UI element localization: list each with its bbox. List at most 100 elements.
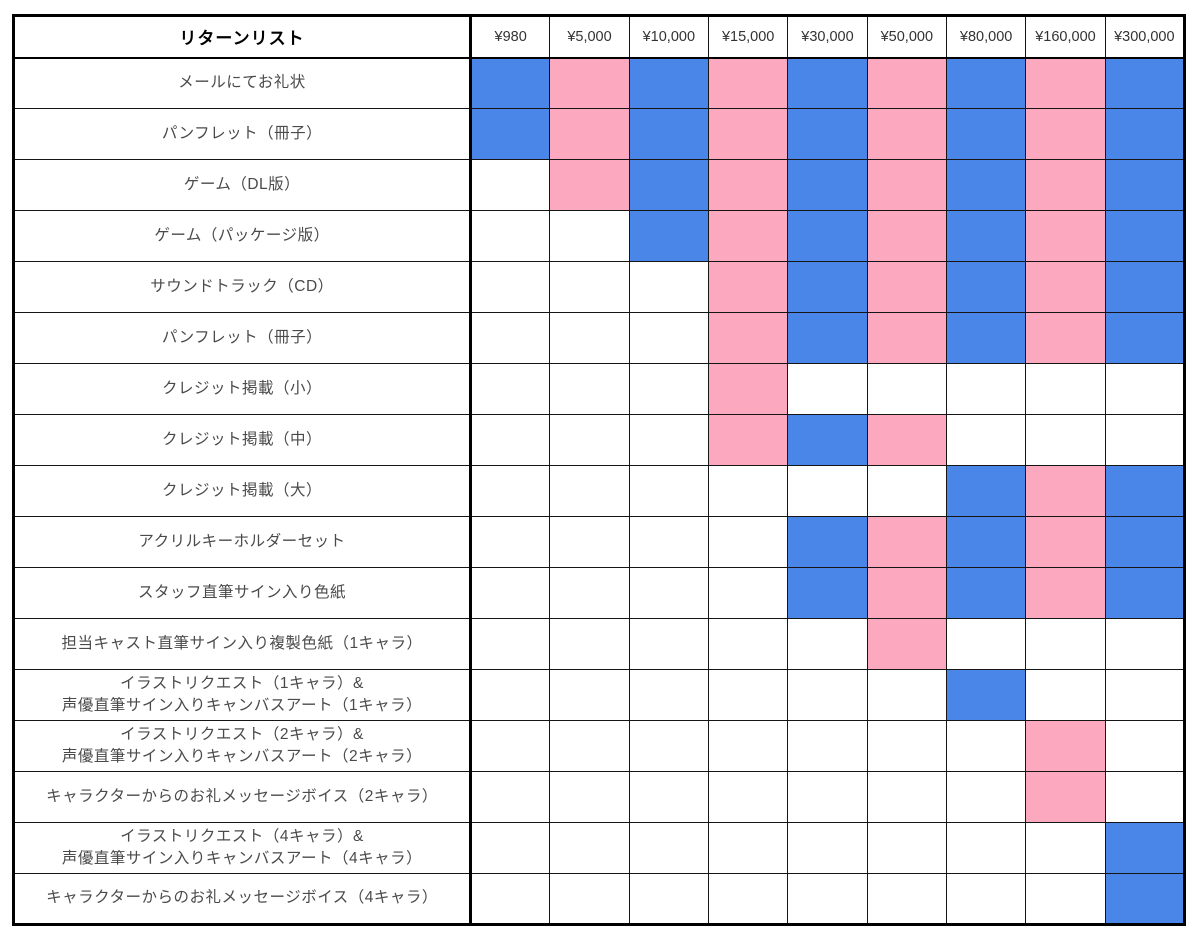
tier-header: ¥15,000 (707, 15, 789, 58)
reward-cell-blue (628, 108, 709, 160)
reward-cell-empty (549, 822, 630, 874)
table-row: メールにてお礼状 (13, 57, 1186, 109)
reward-cell-empty (945, 873, 1027, 925)
reward-cell-empty (707, 567, 789, 619)
reward-cell-blue (1104, 516, 1186, 568)
tier-header: ¥980 (469, 15, 551, 58)
reward-cell-empty (469, 465, 551, 517)
table-row: アクリルキーホルダーセット (13, 516, 1186, 568)
reward-cell-empty (469, 261, 551, 313)
reward-cell-empty (549, 414, 630, 466)
reward-cell-empty (707, 516, 789, 568)
reward-cell-empty (549, 618, 630, 670)
reward-cell-empty (866, 363, 947, 415)
reward-cell-empty (707, 618, 789, 670)
reward-label: パンフレット（冊子） (13, 108, 472, 160)
reward-cell-empty (549, 363, 630, 415)
reward-cell-blue (945, 516, 1027, 568)
reward-cell-empty (707, 822, 789, 874)
reward-cell-blue (628, 159, 709, 211)
reward-cell-pink (707, 414, 789, 466)
reward-cell-empty (945, 720, 1027, 772)
reward-cell-empty (469, 210, 551, 262)
reward-cell-empty (628, 873, 709, 925)
reward-cell-blue (1104, 873, 1186, 925)
reward-cell-empty (787, 618, 868, 670)
reward-cell-empty (945, 414, 1027, 466)
reward-cell-blue (945, 567, 1027, 619)
reward-cell-pink (1025, 516, 1106, 568)
reward-cell-blue (1104, 57, 1186, 109)
table-row: クレジット掲載（大） (13, 465, 1186, 517)
reward-cell-empty (866, 822, 947, 874)
reward-cell-blue (628, 57, 709, 109)
reward-label: スタッフ直筆サイン入り色紙 (13, 567, 472, 619)
tier-header: ¥50,000 (866, 15, 947, 58)
return-list-table: リターンリスト ¥980 ¥5,000 ¥10,000 ¥15,000 ¥30,000 ¥… (12, 14, 1186, 926)
tier-header: ¥10,000 (628, 15, 709, 58)
reward-cell-empty (1104, 720, 1186, 772)
reward-cell-blue (1104, 465, 1186, 517)
reward-cell-empty (628, 414, 709, 466)
reward-cell-empty (469, 567, 551, 619)
reward-cell-blue (945, 57, 1027, 109)
reward-cell-pink (866, 159, 947, 211)
tier-header: ¥30,000 (787, 15, 868, 58)
reward-cell-empty (707, 771, 789, 823)
table-title: リターンリスト (13, 15, 472, 58)
reward-cell-empty (866, 873, 947, 925)
reward-cell-empty (549, 873, 630, 925)
reward-cell-empty (1025, 669, 1106, 721)
reward-cell-empty (787, 873, 868, 925)
table-row: クレジット掲載（小） (13, 363, 1186, 415)
reward-label: キャラクターからのお礼メッセージボイス（4キャラ） (13, 873, 472, 925)
reward-cell-empty (1025, 873, 1106, 925)
reward-cell-blue (945, 465, 1027, 517)
reward-cell-empty (787, 465, 868, 517)
reward-cell-pink (1025, 465, 1106, 517)
reward-label: メールにてお礼状 (13, 57, 472, 109)
reward-cell-empty (945, 363, 1027, 415)
reward-cell-empty (469, 414, 551, 466)
reward-cell-empty (628, 669, 709, 721)
reward-cell-empty (1025, 414, 1106, 466)
reward-cell-empty (945, 618, 1027, 670)
table-row: パンフレット（冊子） (13, 108, 1186, 160)
reward-cell-pink (1025, 210, 1106, 262)
reward-cell-blue (469, 108, 551, 160)
reward-cell-pink (1025, 312, 1106, 364)
reward-cell-pink (1025, 159, 1106, 211)
reward-cell-empty (628, 516, 709, 568)
table-row: ゲーム（DL版） (13, 159, 1186, 211)
reward-cell-empty (707, 669, 789, 721)
reward-label: キャラクターからのお礼メッセージボイス（2キャラ） (13, 771, 472, 823)
reward-cell-blue (1104, 822, 1186, 874)
reward-cell-blue (1104, 261, 1186, 313)
reward-cell-empty (469, 159, 551, 211)
reward-cell-empty (549, 210, 630, 262)
reward-cell-blue (1104, 567, 1186, 619)
reward-cell-empty (787, 669, 868, 721)
reward-cell-empty (628, 363, 709, 415)
reward-cell-blue (945, 261, 1027, 313)
reward-label: ゲーム（DL版） (13, 159, 472, 211)
reward-cell-pink (1025, 57, 1106, 109)
reward-cell-empty (707, 873, 789, 925)
reward-cell-blue (787, 108, 868, 160)
tier-header: ¥5,000 (549, 15, 630, 58)
reward-cell-empty (549, 261, 630, 313)
table-row: イラストリクエスト（4キャラ）& 声優直筆サイン入りキャンバスアート（4キャラ） (13, 822, 1186, 874)
reward-cell-empty (469, 720, 551, 772)
table-row: キャラクターからのお礼メッセージボイス（4キャラ） (13, 873, 1186, 925)
reward-label: イラストリクエスト（4キャラ）& 声優直筆サイン入りキャンバスアート（4キャラ） (13, 822, 472, 874)
table-row: サウンドトラック（CD） (13, 261, 1186, 313)
reward-cell-pink (866, 618, 947, 670)
reward-cell-empty (628, 771, 709, 823)
reward-cell-blue (787, 567, 868, 619)
reward-cell-empty (469, 822, 551, 874)
reward-cell-empty (549, 771, 630, 823)
reward-cell-empty (549, 669, 630, 721)
reward-cell-pink (549, 108, 630, 160)
reward-label: パンフレット（冊子） (13, 312, 472, 364)
reward-label: イラストリクエスト（1キャラ）& 声優直筆サイン入りキャンバスアート（1キャラ） (13, 669, 472, 721)
